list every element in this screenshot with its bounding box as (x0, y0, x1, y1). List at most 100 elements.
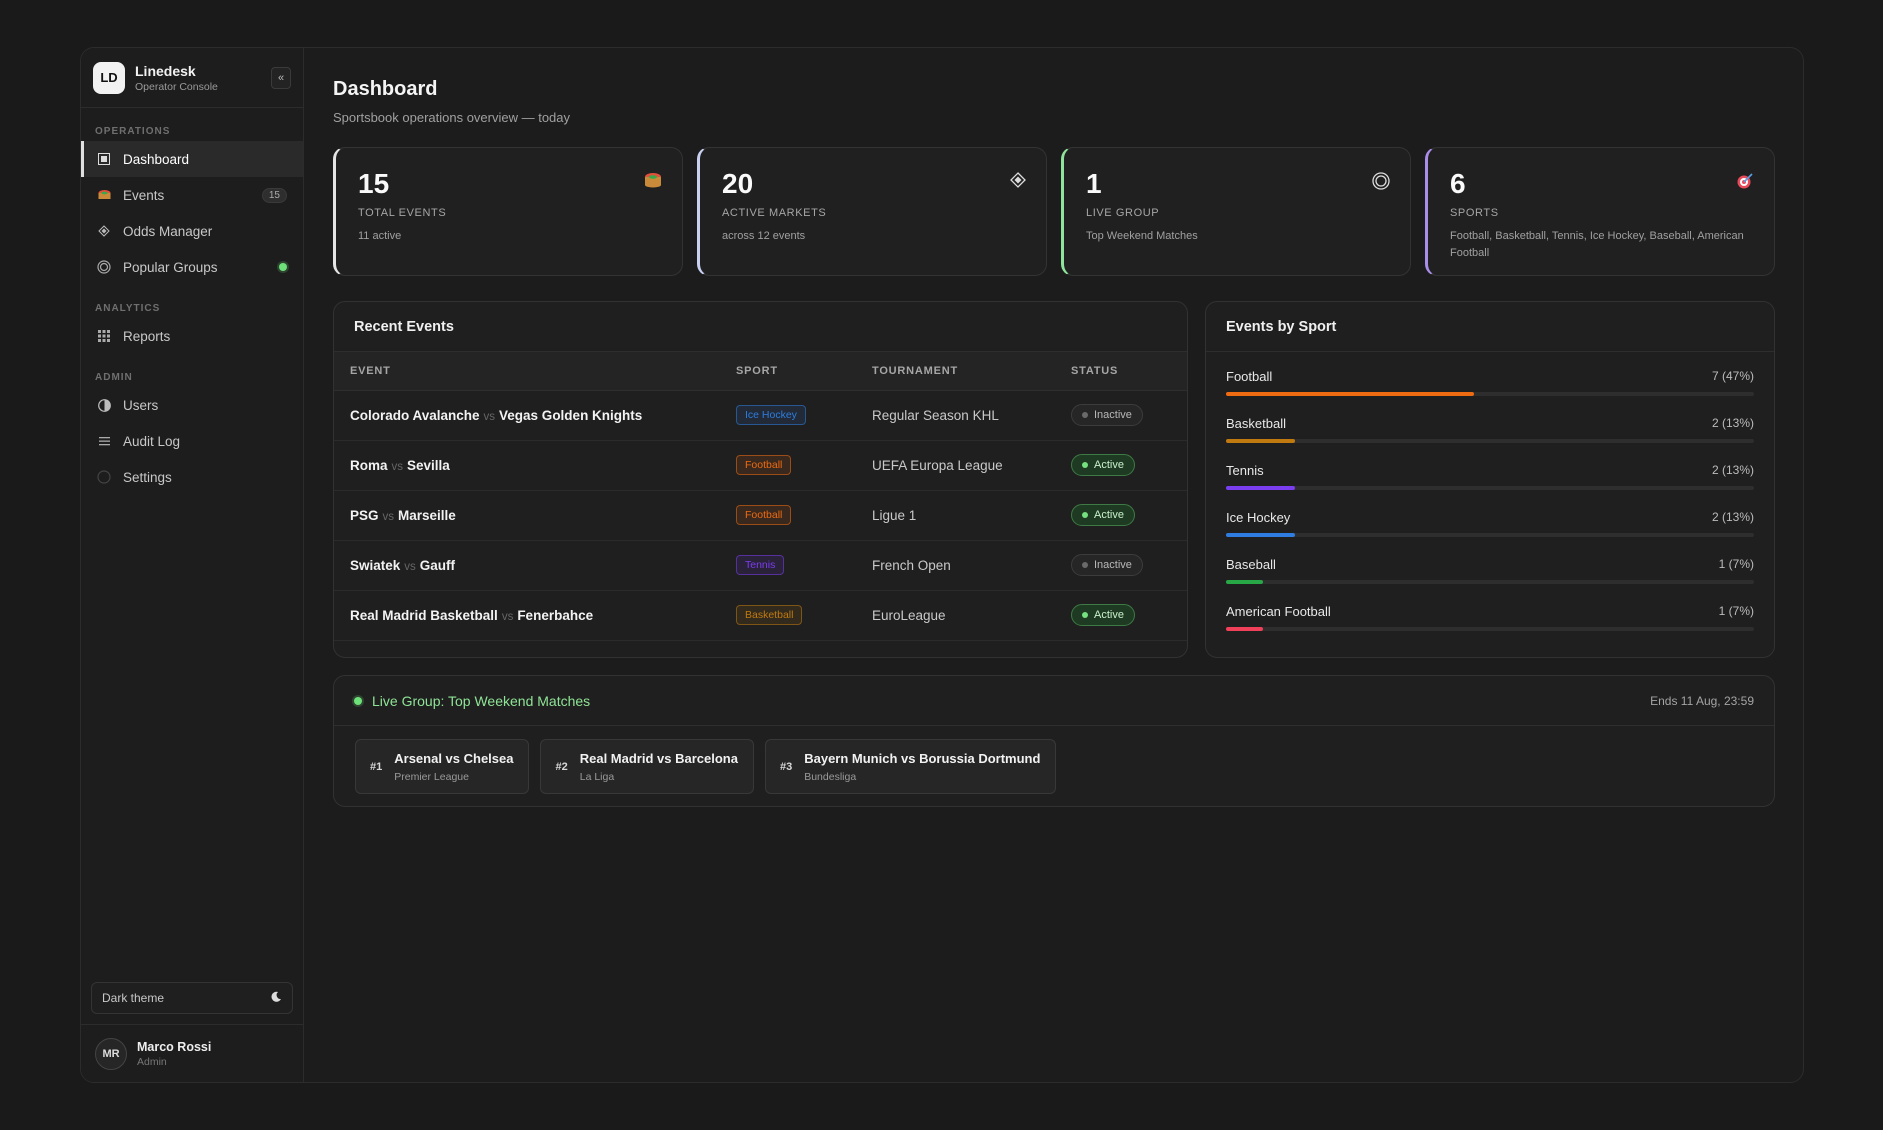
recent-events-table: EVENT SPORT TOURNAMENT STATUS Colorado A… (334, 352, 1187, 641)
user-profile[interactable]: MR Marco Rossi Admin (81, 1024, 303, 1082)
status-cell: Inactive (1055, 540, 1187, 591)
table-row[interactable]: Real Madrid Basketball vs Fenerbahce Basket… (334, 590, 1187, 641)
column-header-tournament[interactable]: TOURNAMENT (856, 352, 1055, 391)
stat-card-total-events: 15 TOTAL EVENTS 11 active (333, 147, 683, 276)
sport-tag: Ice Hockey (736, 405, 806, 425)
status-badge: Active (1071, 454, 1135, 476)
column-header-sport[interactable]: SPORT (720, 352, 856, 391)
sidebar-item-odds-manager[interactable]: Odds Manager (81, 213, 303, 249)
stat-subtext: across 12 events (722, 230, 806, 242)
sidebar-item-label: Audit Log (123, 433, 181, 449)
target-icon (1372, 172, 1390, 194)
sport-progress-track (1226, 627, 1754, 631)
sidebar-item-audit-log[interactable]: Audit Log (81, 423, 303, 459)
stat-value: 15 (358, 168, 390, 199)
away-team: Vegas Golden Knights (499, 407, 643, 423)
table-row[interactable]: Roma vs Sevilla Football UEFA Europa League A… (334, 440, 1187, 491)
match-rank: #3 (779, 760, 793, 773)
stat-subtext: Football, Basketball, Tennis, Ice Hockey… (1450, 230, 1744, 259)
stat-card-sports: 6 SPORTS Football, Basketball, Tennis, I… (1425, 147, 1775, 276)
stat-label: TOTAL EVENTS (358, 207, 447, 219)
column-header-status[interactable]: STATUS (1055, 352, 1187, 391)
sport-row-header: Ice Hockey 2 (13%) (1226, 510, 1754, 525)
event-cell: Roma vs Sevilla (334, 440, 720, 491)
stat-card-live-group: 1 LIVE GROUP Top Weekend Matches (1061, 147, 1411, 276)
live-group-title[interactable]: Live Group: Top Weekend Matches (372, 692, 591, 709)
home-team: Real Madrid Basketball (350, 607, 498, 623)
theme-toggle-button[interactable]: Dark theme (91, 982, 293, 1014)
sport-progress-fill (1226, 392, 1475, 396)
status-dot (1082, 562, 1088, 568)
table-row[interactable]: Swiatek vs Gauff Tennis French Open Inactive (334, 540, 1187, 591)
sport-progress-fill (1226, 580, 1263, 584)
sport-row-header: Basketball 2 (13%) (1226, 416, 1754, 431)
sport-cell: Ice Hockey (720, 390, 856, 441)
sidebar-item-popular-groups[interactable]: Popular Groups (81, 249, 303, 285)
match-card[interactable]: #2 Real Madrid vs Barcelona La Liga (540, 739, 754, 794)
sport-row-header: Baseball 1 (7%) (1226, 557, 1754, 572)
sport-count: 1 (7%) (1718, 604, 1754, 618)
sport-row-header: American Football 1 (7%) (1226, 604, 1754, 619)
sidebar-item-events[interactable]: Events 15 (81, 177, 303, 213)
stadium-icon (644, 172, 662, 192)
sidebar-item-users[interactable]: Users (81, 387, 303, 423)
sport-progress-track (1226, 580, 1754, 584)
stat-label: LIVE GROUP (1086, 207, 1160, 219)
tournament-cell: Regular Season KHL (856, 390, 1055, 441)
status-badge: Active (1071, 504, 1135, 526)
table-row[interactable]: PSG vs Marseille Football Ligue 1 Active (334, 490, 1187, 541)
live-group-panel: Live Group: Top Weekend Matches Ends 11 … (333, 675, 1775, 807)
sidebar-item-dashboard[interactable]: Dashboard (81, 141, 303, 177)
sidebar-item-label: Odds Manager (123, 223, 213, 239)
event-cell: Real Madrid Basketball vs Fenerbahce (334, 590, 720, 641)
sport-count: 2 (13%) (1711, 416, 1754, 430)
sport-progress-fill (1226, 486, 1295, 490)
match-info: Bayern Munich vs Borussia Dortmund Bundes… (804, 751, 1040, 783)
status-dot (1082, 462, 1088, 468)
collapse-sidebar-button[interactable]: « (271, 66, 291, 89)
match-league: Premier League (394, 770, 469, 783)
diamond-icon (1010, 172, 1026, 192)
vs-separator: vs (382, 510, 395, 523)
away-team: Fenerbahce (517, 607, 594, 623)
sport-row-header: Tennis 2 (13%) (1226, 463, 1754, 478)
avatar: MR (95, 1037, 127, 1070)
live-indicator-dot (354, 696, 362, 705)
user-role: Admin (137, 1055, 167, 1068)
status-badge: Inactive (1071, 554, 1143, 576)
match-info: Arsenal vs Chelsea Premier League (394, 751, 513, 783)
main-content: Dashboard Sportsbook operations overview… (304, 48, 1803, 1082)
away-team: Gauff (419, 557, 456, 573)
sidebar: LD Linedesk Operator Console « OPERATION… (81, 48, 304, 1082)
match-card[interactable]: #1 Arsenal vs Chelsea Premier League (355, 739, 530, 794)
sidebar-item-label: Users (123, 397, 159, 413)
sport-count: 7 (47%) (1711, 369, 1754, 383)
sidebar-item-label: Popular Groups (123, 259, 218, 275)
home-team: Swiatek (350, 557, 401, 573)
sport-count: 2 (13%) (1711, 463, 1754, 477)
status-label: Active (1094, 509, 1124, 521)
stat-label: SPORTS (1450, 207, 1499, 219)
status-cell: Active (1055, 440, 1187, 491)
sidebar-item-reports[interactable]: Reports (81, 318, 303, 354)
sport-row: Football 7 (47%) (1226, 369, 1754, 396)
table-row[interactable]: Colorado Avalanche vs Vegas Golden Knights… (334, 390, 1187, 441)
sport-progress-track (1226, 392, 1754, 396)
event-cell: PSG vs Marseille (334, 490, 720, 541)
sport-progress-fill (1226, 627, 1263, 631)
sport-name: Ice Hockey (1226, 510, 1291, 525)
tournament-cell: French Open (856, 540, 1055, 591)
status-dot (1082, 412, 1088, 418)
sidebar-item-settings[interactable]: Settings (81, 459, 303, 495)
vs-separator: vs (483, 410, 496, 423)
sport-progress-fill (1226, 439, 1295, 443)
sport-tag: Tennis (736, 555, 785, 575)
brand-name: Linedesk (135, 62, 196, 79)
half-circle-icon (97, 398, 111, 412)
sport-tag: Basketball (736, 605, 803, 625)
match-card[interactable]: #3 Bayern Munich vs Borussia Dortmund Bund… (764, 739, 1057, 794)
status-label: Active (1094, 609, 1124, 621)
column-header-event[interactable]: EVENT (334, 352, 720, 391)
sport-progress-track (1226, 533, 1754, 537)
nav-section-analytics: ANALYTICS (95, 303, 161, 314)
